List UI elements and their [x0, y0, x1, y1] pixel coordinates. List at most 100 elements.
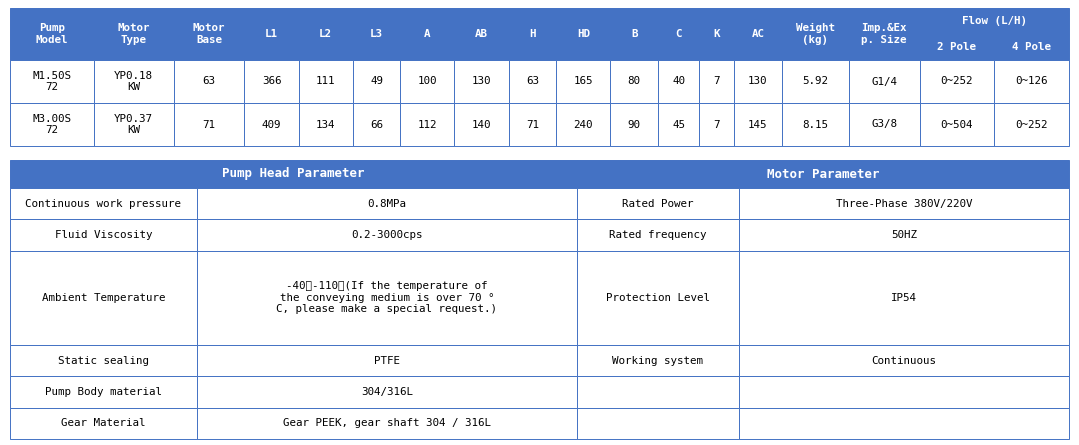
- Bar: [919, 103, 994, 146]
- Text: Protection Level: Protection Level: [605, 293, 710, 303]
- Bar: [739, 376, 1069, 408]
- Bar: [10, 251, 197, 345]
- Bar: [994, 103, 1069, 146]
- Text: 71: 71: [525, 120, 538, 129]
- Text: 165: 165: [574, 77, 593, 86]
- Bar: [611, 60, 658, 103]
- Text: M3.00S
72: M3.00S 72: [32, 114, 71, 135]
- Text: AC: AC: [751, 29, 764, 39]
- Text: 409: 409: [262, 120, 282, 129]
- Bar: [197, 188, 576, 219]
- Bar: [994, 60, 1069, 103]
- Text: Pump Body material: Pump Body material: [45, 387, 162, 397]
- Bar: [739, 345, 1069, 376]
- Bar: [245, 103, 299, 146]
- Text: 304/316L: 304/316L: [360, 387, 413, 397]
- Bar: [919, 8, 1069, 34]
- Text: 112: 112: [418, 120, 437, 129]
- Bar: [576, 219, 739, 251]
- Bar: [849, 60, 919, 103]
- Bar: [10, 8, 1069, 146]
- Bar: [400, 8, 454, 60]
- Text: 145: 145: [748, 120, 767, 129]
- Text: G3/8: G3/8: [871, 120, 897, 129]
- Text: Rated frequency: Rated frequency: [609, 230, 707, 240]
- Text: Motor
Type: Motor Type: [118, 23, 150, 45]
- Bar: [576, 408, 739, 439]
- Text: YP0.37
KW: YP0.37 KW: [114, 114, 153, 135]
- Text: Continuous: Continuous: [872, 356, 937, 365]
- Bar: [353, 60, 400, 103]
- Bar: [174, 8, 245, 60]
- Text: Imp.&Ex
p. Size: Imp.&Ex p. Size: [861, 23, 906, 45]
- Bar: [739, 188, 1069, 219]
- Bar: [197, 251, 576, 345]
- Text: 5.92: 5.92: [802, 77, 829, 86]
- Bar: [197, 219, 576, 251]
- Bar: [245, 60, 299, 103]
- Text: G1/4: G1/4: [871, 77, 897, 86]
- Text: 0.8MPa: 0.8MPa: [367, 198, 407, 209]
- Text: Pump Head Parameter: Pump Head Parameter: [222, 167, 365, 181]
- Bar: [557, 60, 611, 103]
- Bar: [197, 345, 576, 376]
- Text: Motor
Base: Motor Base: [193, 23, 226, 45]
- Bar: [454, 60, 508, 103]
- Bar: [197, 408, 576, 439]
- Text: 2 Pole: 2 Pole: [938, 42, 976, 52]
- Bar: [245, 8, 299, 60]
- Text: C: C: [675, 29, 682, 39]
- Text: 71: 71: [203, 120, 216, 129]
- Text: Weight
(kg): Weight (kg): [795, 23, 835, 45]
- Bar: [10, 103, 94, 146]
- Bar: [576, 160, 1069, 188]
- Bar: [658, 103, 699, 146]
- Bar: [781, 60, 849, 103]
- Text: 7: 7: [713, 120, 720, 129]
- Bar: [734, 60, 781, 103]
- Bar: [576, 188, 739, 219]
- Bar: [557, 103, 611, 146]
- Bar: [576, 251, 739, 345]
- Bar: [699, 8, 734, 60]
- Bar: [454, 8, 508, 60]
- Bar: [10, 160, 1069, 439]
- Text: 49: 49: [370, 77, 383, 86]
- Text: Motor Parameter: Motor Parameter: [766, 167, 879, 181]
- Bar: [576, 345, 739, 376]
- Text: 50HZ: 50HZ: [891, 230, 917, 240]
- Bar: [10, 160, 576, 188]
- Bar: [353, 103, 400, 146]
- Bar: [611, 8, 658, 60]
- Text: 130: 130: [472, 77, 491, 86]
- Text: H: H: [529, 29, 535, 39]
- Text: Pump
Model: Pump Model: [36, 23, 68, 45]
- Text: AB: AB: [475, 29, 488, 39]
- Text: HD: HD: [577, 29, 590, 39]
- Text: Fluid Viscosity: Fluid Viscosity: [55, 230, 152, 240]
- Bar: [174, 60, 245, 103]
- Text: B: B: [631, 29, 638, 39]
- Bar: [699, 103, 734, 146]
- Bar: [508, 103, 557, 146]
- Text: -40℃-110℃(If the temperature of
the conveying medium is over 70 °
C, please make: -40℃-110℃(If the temperature of the conv…: [276, 281, 497, 315]
- Bar: [699, 60, 734, 103]
- Text: Working system: Working system: [612, 356, 704, 365]
- Bar: [174, 103, 245, 146]
- Bar: [94, 103, 174, 146]
- Text: L3: L3: [370, 29, 383, 39]
- Text: 0~504: 0~504: [941, 120, 973, 129]
- Text: 111: 111: [316, 77, 336, 86]
- Text: 4 Pole: 4 Pole: [1012, 42, 1051, 52]
- Text: 66: 66: [370, 120, 383, 129]
- Text: IP54: IP54: [891, 293, 917, 303]
- Text: 366: 366: [262, 77, 282, 86]
- Text: PTFE: PTFE: [373, 356, 399, 365]
- Text: 8.15: 8.15: [802, 120, 829, 129]
- Bar: [734, 103, 781, 146]
- Text: 80: 80: [628, 77, 641, 86]
- Text: 100: 100: [418, 77, 437, 86]
- Text: Gear PEEK, gear shaft 304 / 316L: Gear PEEK, gear shaft 304 / 316L: [283, 418, 491, 428]
- Bar: [94, 8, 174, 60]
- Text: Rated Power: Rated Power: [623, 198, 694, 209]
